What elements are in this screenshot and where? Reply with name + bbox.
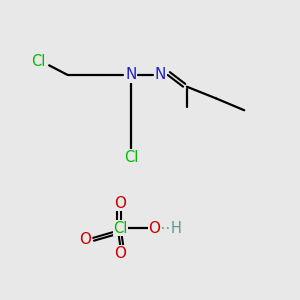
Text: O: O (115, 246, 127, 261)
Text: Cl: Cl (31, 54, 45, 69)
Text: N: N (154, 68, 166, 82)
Text: O: O (79, 232, 91, 247)
Text: O: O (148, 220, 160, 236)
Text: N: N (125, 68, 136, 82)
Text: O: O (115, 196, 127, 211)
Text: H: H (171, 220, 182, 236)
Text: Cl: Cl (124, 150, 138, 165)
Text: Cl: Cl (113, 220, 128, 236)
